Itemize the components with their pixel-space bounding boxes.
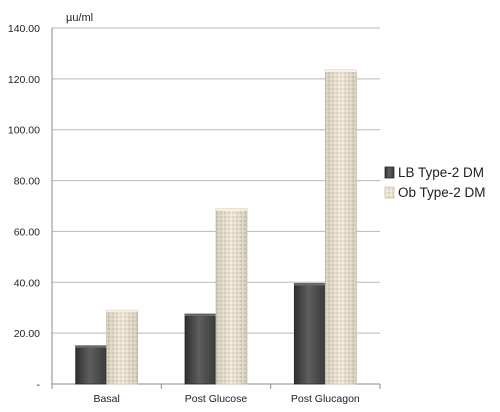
- bar-lb: [184, 313, 217, 385]
- legend-swatch: [384, 166, 395, 179]
- legend-swatch: [384, 186, 395, 199]
- bar-cap: [216, 208, 247, 211]
- x-tick-label: Post Glucose: [185, 393, 248, 405]
- x-tick-label: Post Glucagon: [291, 393, 360, 405]
- bar-cap: [75, 345, 107, 348]
- bar-cap: [325, 69, 357, 72]
- bar-lb: [75, 345, 108, 385]
- bar-cap: [294, 283, 326, 286]
- y-axis-label: µu/ml: [66, 12, 93, 24]
- bar-shade: [325, 69, 357, 384]
- y-tick-label: 40.00: [14, 277, 40, 289]
- bar-shade: [216, 208, 247, 384]
- y-tick-label: 80.00: [14, 176, 40, 188]
- bars: [75, 69, 357, 385]
- bar-cap: [106, 310, 138, 313]
- y-tick-label: -: [37, 379, 41, 391]
- y-tick-label: 20.00: [14, 328, 40, 340]
- bar-lb: [293, 283, 326, 385]
- legend-label: LB Type-2 DM: [398, 165, 484, 180]
- legend: LB Type-2 DM Ob Type-2 DM: [384, 165, 486, 200]
- y-tick-label: 140.00: [8, 23, 40, 35]
- legend-label: Ob Type-2 DM: [398, 185, 486, 200]
- y-tick-label: 60.00: [14, 226, 40, 238]
- bar-shade: [106, 310, 138, 384]
- tick-labels: - 20.00 40.00 60.00 80.00 100.00 120.00 140.00 B…: [8, 23, 360, 405]
- bar-cap: [185, 314, 216, 317]
- y-tick-label: 100.00: [8, 125, 40, 137]
- x-tick-label: Basal: [94, 393, 120, 405]
- y-tick-label: 120.00: [8, 74, 40, 86]
